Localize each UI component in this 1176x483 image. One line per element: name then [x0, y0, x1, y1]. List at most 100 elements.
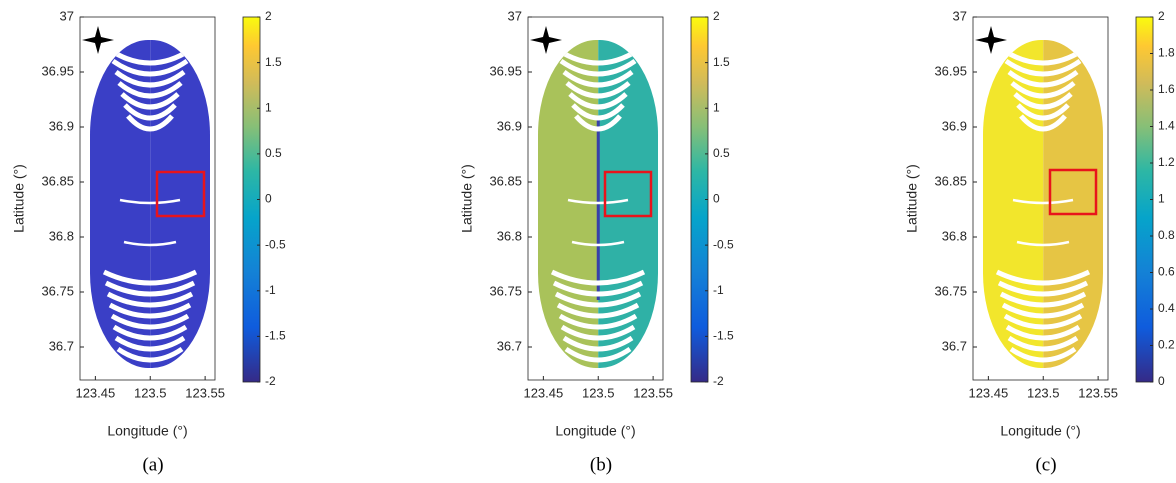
- y-tick-label: 36.95: [41, 63, 74, 78]
- y-tick-label: 36.9: [49, 118, 74, 133]
- gap-arc: [1016, 240, 1070, 247]
- gap-arc: [1016, 103, 1070, 121]
- colorbar-tick-label: 1.6: [1158, 82, 1175, 96]
- x-tick-label: 123.5: [582, 385, 615, 400]
- gap-arc: [119, 198, 181, 205]
- gap-arc: [554, 291, 642, 308]
- y-tick-label: 36.95: [489, 63, 522, 78]
- y-tick-label: 36.85: [489, 173, 522, 188]
- y-tick-label: 36.85: [41, 173, 74, 188]
- gap-arc: [565, 81, 631, 99]
- y-axis-label: Latitude (°): [459, 164, 475, 233]
- gap-arc: [552, 280, 644, 297]
- gap-arc: [108, 47, 192, 66]
- y-tick-label: 36.8: [49, 228, 74, 243]
- colorbar-tick-label: 1: [265, 100, 272, 114]
- gap-arc: [114, 335, 186, 352]
- gap-arc: [564, 346, 632, 363]
- gap-arc: [562, 69, 634, 88]
- y-tick-label: 37: [953, 8, 967, 23]
- axes-box: [527, 16, 664, 381]
- colorbar-tick-label: 0.8: [1158, 228, 1175, 242]
- gap-arc: [108, 302, 192, 319]
- y-tick-label: 36.7: [942, 338, 967, 353]
- x-tick-label: 123.45: [968, 385, 1008, 400]
- panel: 123.45 123.5 123.55 36.7 36.75 36.8 36.85 36.9 3…: [11, 8, 286, 475]
- x-tick-label: 123.5: [134, 385, 167, 400]
- axes-box: [79, 16, 216, 381]
- colorbar-tick-label: 2: [713, 9, 720, 23]
- gap-arc: [1005, 324, 1081, 341]
- axes-box: [972, 16, 1109, 381]
- y-tick-label: 36.7: [497, 338, 522, 353]
- gap-arc: [117, 81, 183, 99]
- gap-arc: [574, 114, 622, 132]
- colorbar-tick-label: -2: [713, 374, 724, 388]
- y-tick-label: 36.9: [942, 118, 967, 133]
- gap-arc: [1001, 47, 1085, 66]
- x-axis-label: Longitude (°): [555, 423, 635, 439]
- y-tick-label: 36.85: [934, 173, 967, 188]
- gap-arc: [1009, 346, 1077, 363]
- colorbar-tick-label: 0: [1158, 374, 1165, 388]
- y-tick-label: 36.7: [49, 338, 74, 353]
- x-tick-label: 123.55: [1078, 385, 1118, 400]
- gap-arc: [112, 324, 188, 341]
- colorbar-tick-label: -1: [265, 283, 276, 297]
- gap-arc: [1010, 81, 1076, 99]
- colorbar-tick-label: 0.4: [1158, 301, 1175, 315]
- colorbar-tick-label: -0.5: [713, 237, 734, 251]
- y-tick-label: 37: [60, 8, 74, 23]
- colorbar-tick-label: -0.5: [265, 237, 286, 251]
- x-axis-label: Longitude (°): [1000, 423, 1080, 439]
- x-tick-label: 123.45: [523, 385, 563, 400]
- colorbar-tick-label: -1.5: [713, 329, 734, 343]
- panel: 123.45 123.5 123.55 36.7 36.75 36.8 36.85 36.9 3…: [904, 8, 1175, 475]
- y-tick-label: 36.75: [41, 283, 74, 298]
- highlight-box: [1048, 168, 1098, 216]
- x-axis-label: Longitude (°): [107, 423, 187, 439]
- north-arrow: [82, 26, 114, 54]
- colorbar-tick-label: 0: [265, 192, 272, 206]
- gap-arc: [997, 280, 1089, 297]
- gap-arc: [568, 92, 628, 110]
- y-axis-label: Latitude (°): [11, 164, 27, 233]
- colorbar-tick-label: 0: [713, 192, 720, 206]
- gap-arc: [104, 280, 196, 297]
- gap-arc: [556, 47, 640, 66]
- gap-arc: [1019, 114, 1067, 132]
- panel-label: (c): [1035, 454, 1056, 475]
- y-tick-label: 36.9: [497, 118, 522, 133]
- gap-arc: [567, 198, 629, 205]
- colorbar-tick-label: 0.5: [265, 146, 282, 160]
- gap-arc: [106, 291, 194, 308]
- y-tick-label: 37: [508, 8, 522, 23]
- colorbar-tick-label: -1: [713, 283, 724, 297]
- gap-arc: [560, 324, 636, 341]
- colorbar-tick-label: 1.8: [1158, 46, 1175, 60]
- highlight-box: [155, 170, 206, 218]
- gap-arc: [116, 346, 184, 363]
- colorbar-tick-label: 1.5: [265, 55, 282, 69]
- gap-arc: [995, 269, 1091, 286]
- x-tick-label: 123.45: [75, 385, 115, 400]
- north-arrow: [975, 26, 1007, 54]
- gap-arc: [110, 313, 190, 330]
- swath: [538, 40, 658, 368]
- colorbar-tick-label: 0.6: [1158, 265, 1175, 279]
- gap-arc: [126, 114, 174, 132]
- gap-arc: [559, 58, 637, 77]
- panel-label: (b): [590, 454, 612, 475]
- x-tick-label: 123.5: [1027, 385, 1060, 400]
- gap-arc: [102, 269, 198, 286]
- panel: 123.45 123.5 123.55 36.7 36.75 36.8 36.85 36.9 3…: [459, 8, 734, 475]
- colorbar-tick-label: 1.5: [713, 55, 730, 69]
- y-tick-label: 36.75: [934, 283, 967, 298]
- colorbar-tick-label: 1: [1158, 192, 1165, 206]
- colorbar-tick-label: 0.5: [713, 146, 730, 160]
- gap-arc: [1003, 313, 1083, 330]
- colorbar-tick-label: 2: [265, 9, 272, 23]
- y-tick-label: 36.8: [497, 228, 522, 243]
- swath: [90, 40, 210, 368]
